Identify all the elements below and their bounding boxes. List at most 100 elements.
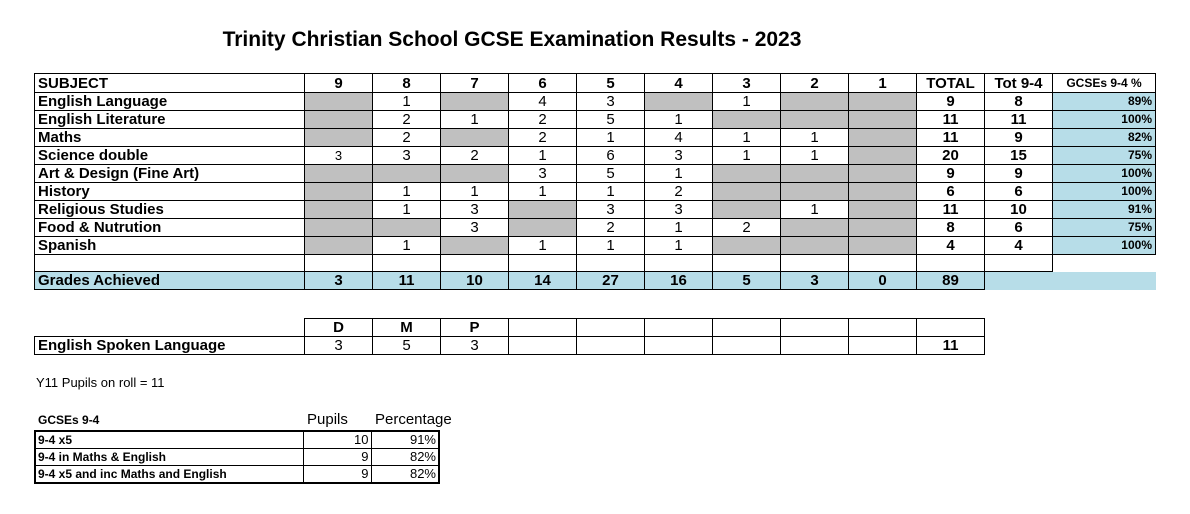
- grade-cell-empty: [304, 92, 373, 111]
- spoken-empty-cell: [848, 318, 917, 337]
- grade-cell: 1: [576, 182, 645, 201]
- row-tot-9-4: 10: [984, 200, 1053, 219]
- grade-cell-empty: [848, 128, 917, 147]
- spacer-cell: [576, 254, 645, 272]
- grade-cell-empty: [780, 236, 849, 255]
- row-total: 9: [916, 92, 985, 111]
- grade-cell-empty: [304, 128, 373, 147]
- column-header: Tot 9-4: [984, 73, 1053, 93]
- grade-cell-empty: [440, 92, 509, 111]
- grade-cell: 1: [644, 110, 713, 129]
- summary-row: 9-4 x5 and inc Maths and English 9 82%: [34, 465, 440, 484]
- grades-achieved-outside: [1052, 271, 1156, 290]
- table-row: Art & Design (Fine Art) 3 5 1 9 9 100%: [34, 164, 1156, 183]
- grade-cell: 1: [440, 182, 509, 201]
- table-row: Maths 2 2 1 4 1 1 11 9 82%: [34, 128, 1156, 147]
- subject-name: Religious Studies: [34, 200, 305, 219]
- spacer-cell: [984, 254, 1053, 272]
- column-header: 8: [372, 73, 441, 93]
- grade-cell-empty: [304, 236, 373, 255]
- row-percentage: 100%: [1052, 164, 1156, 183]
- grade-cell: 1: [712, 146, 781, 165]
- grade-cell-empty: [372, 218, 441, 237]
- spacer-cell: [848, 254, 917, 272]
- grade-cell: 3: [440, 218, 509, 237]
- summary-label: 9-4 in Maths & English: [34, 448, 304, 466]
- spoken-total: 11: [916, 336, 985, 355]
- grade-cell: 3: [644, 200, 713, 219]
- spoken-value-m: 5: [372, 336, 441, 355]
- grade-cell-empty: [304, 110, 373, 129]
- grade-cell: 1: [780, 200, 849, 219]
- grade-cell: 1: [508, 236, 577, 255]
- grades-achieved-total: 89: [916, 271, 985, 290]
- row-tot-9-4: 4: [984, 236, 1053, 255]
- grades-achieved-value: 0: [848, 271, 917, 290]
- grade-cell: 5: [576, 164, 645, 183]
- grade-cell: 3: [372, 146, 441, 165]
- column-header: 2: [780, 73, 849, 93]
- grades-achieved-blank: [984, 271, 1053, 290]
- summary-percentage: 91%: [370, 430, 440, 449]
- grade-cell-empty: [440, 236, 509, 255]
- grades-achieved-value: 3: [780, 271, 849, 290]
- grade-cell: 2: [508, 110, 577, 129]
- row-percentage: 100%: [1052, 110, 1156, 129]
- grade-cell-empty: [712, 110, 781, 129]
- column-header: 3: [712, 73, 781, 93]
- pupils-on-roll: Y11 Pupils on roll = 11: [36, 375, 165, 390]
- row-total: 8: [916, 218, 985, 237]
- table-row: Science double 3 3 2 1 6 3 1 1 20 15 75%: [34, 146, 1156, 165]
- grade-cell: 3: [576, 200, 645, 219]
- column-header: 1: [848, 73, 917, 93]
- table-row: History 1 1 1 1 2 6 6 100%: [34, 182, 1156, 201]
- row-percentage: 91%: [1052, 200, 1156, 219]
- row-percentage: 100%: [1052, 182, 1156, 201]
- row-total: 6: [916, 182, 985, 201]
- column-header: 5: [576, 73, 645, 93]
- grade-cell-empty: [848, 164, 917, 183]
- page-title: Trinity Christian School GCSE Examinatio…: [222, 28, 802, 51]
- row-percentage: 75%: [1052, 218, 1156, 237]
- spacer-cell: [304, 254, 373, 272]
- spoken-empty-cell: [644, 318, 713, 337]
- spoken-empty-cell: [712, 318, 781, 337]
- spoken-header-d: D: [304, 318, 373, 337]
- row-total: 9: [916, 164, 985, 183]
- grade-cell-empty: [848, 146, 917, 165]
- grade-cell: 1: [712, 128, 781, 147]
- spoken-empty-cell: [712, 336, 781, 355]
- row-tot-9-4: 6: [984, 182, 1053, 201]
- grade-cell-empty: [508, 200, 577, 219]
- row-total: 11: [916, 128, 985, 147]
- spoken-empty-cell: [916, 318, 985, 337]
- grade-cell: 1: [576, 236, 645, 255]
- grades-achieved-value: 14: [508, 271, 577, 290]
- column-header: SUBJECT: [34, 73, 305, 93]
- grade-cell: 2: [576, 218, 645, 237]
- row-tot-9-4: 8: [984, 92, 1053, 111]
- row-tot-9-4: 6: [984, 218, 1053, 237]
- subject-name: Maths: [34, 128, 305, 147]
- row-total: 4: [916, 236, 985, 255]
- subject-name: Food & Nutrution: [34, 218, 305, 237]
- grade-cell-empty: [712, 164, 781, 183]
- grades-achieved-row: Grades Achieved 3 11 10 14 27 16 5 3 0 89: [34, 271, 1156, 290]
- summary-label: 9-4 x5 and inc Maths and English: [34, 465, 304, 484]
- table-row: English Literature 2 1 2 5 1 11 11 100%: [34, 110, 1156, 129]
- grade-cell-empty: [440, 164, 509, 183]
- grade-cell-empty: [372, 164, 441, 183]
- grade-cell: 2: [508, 128, 577, 147]
- results-header-row: SUBJECT 9 8 7 6 5 4 3 2 1 TOTAL Tot 9-4 GCSEs 9-4 %: [34, 73, 1156, 93]
- grade-cell-empty: [440, 128, 509, 147]
- summary-row: 9-4 x5 10 91%: [34, 430, 440, 449]
- grade-cell: 6: [576, 146, 645, 165]
- grade-cell: 3: [440, 200, 509, 219]
- subject-name: Spanish: [34, 236, 305, 255]
- summary-percentage: 82%: [370, 465, 440, 484]
- grade-cell-empty: [780, 218, 849, 237]
- column-header: 9: [304, 73, 373, 93]
- column-header: 7: [440, 73, 509, 93]
- grade-cell-empty: [848, 236, 917, 255]
- grade-cell-empty: [304, 200, 373, 219]
